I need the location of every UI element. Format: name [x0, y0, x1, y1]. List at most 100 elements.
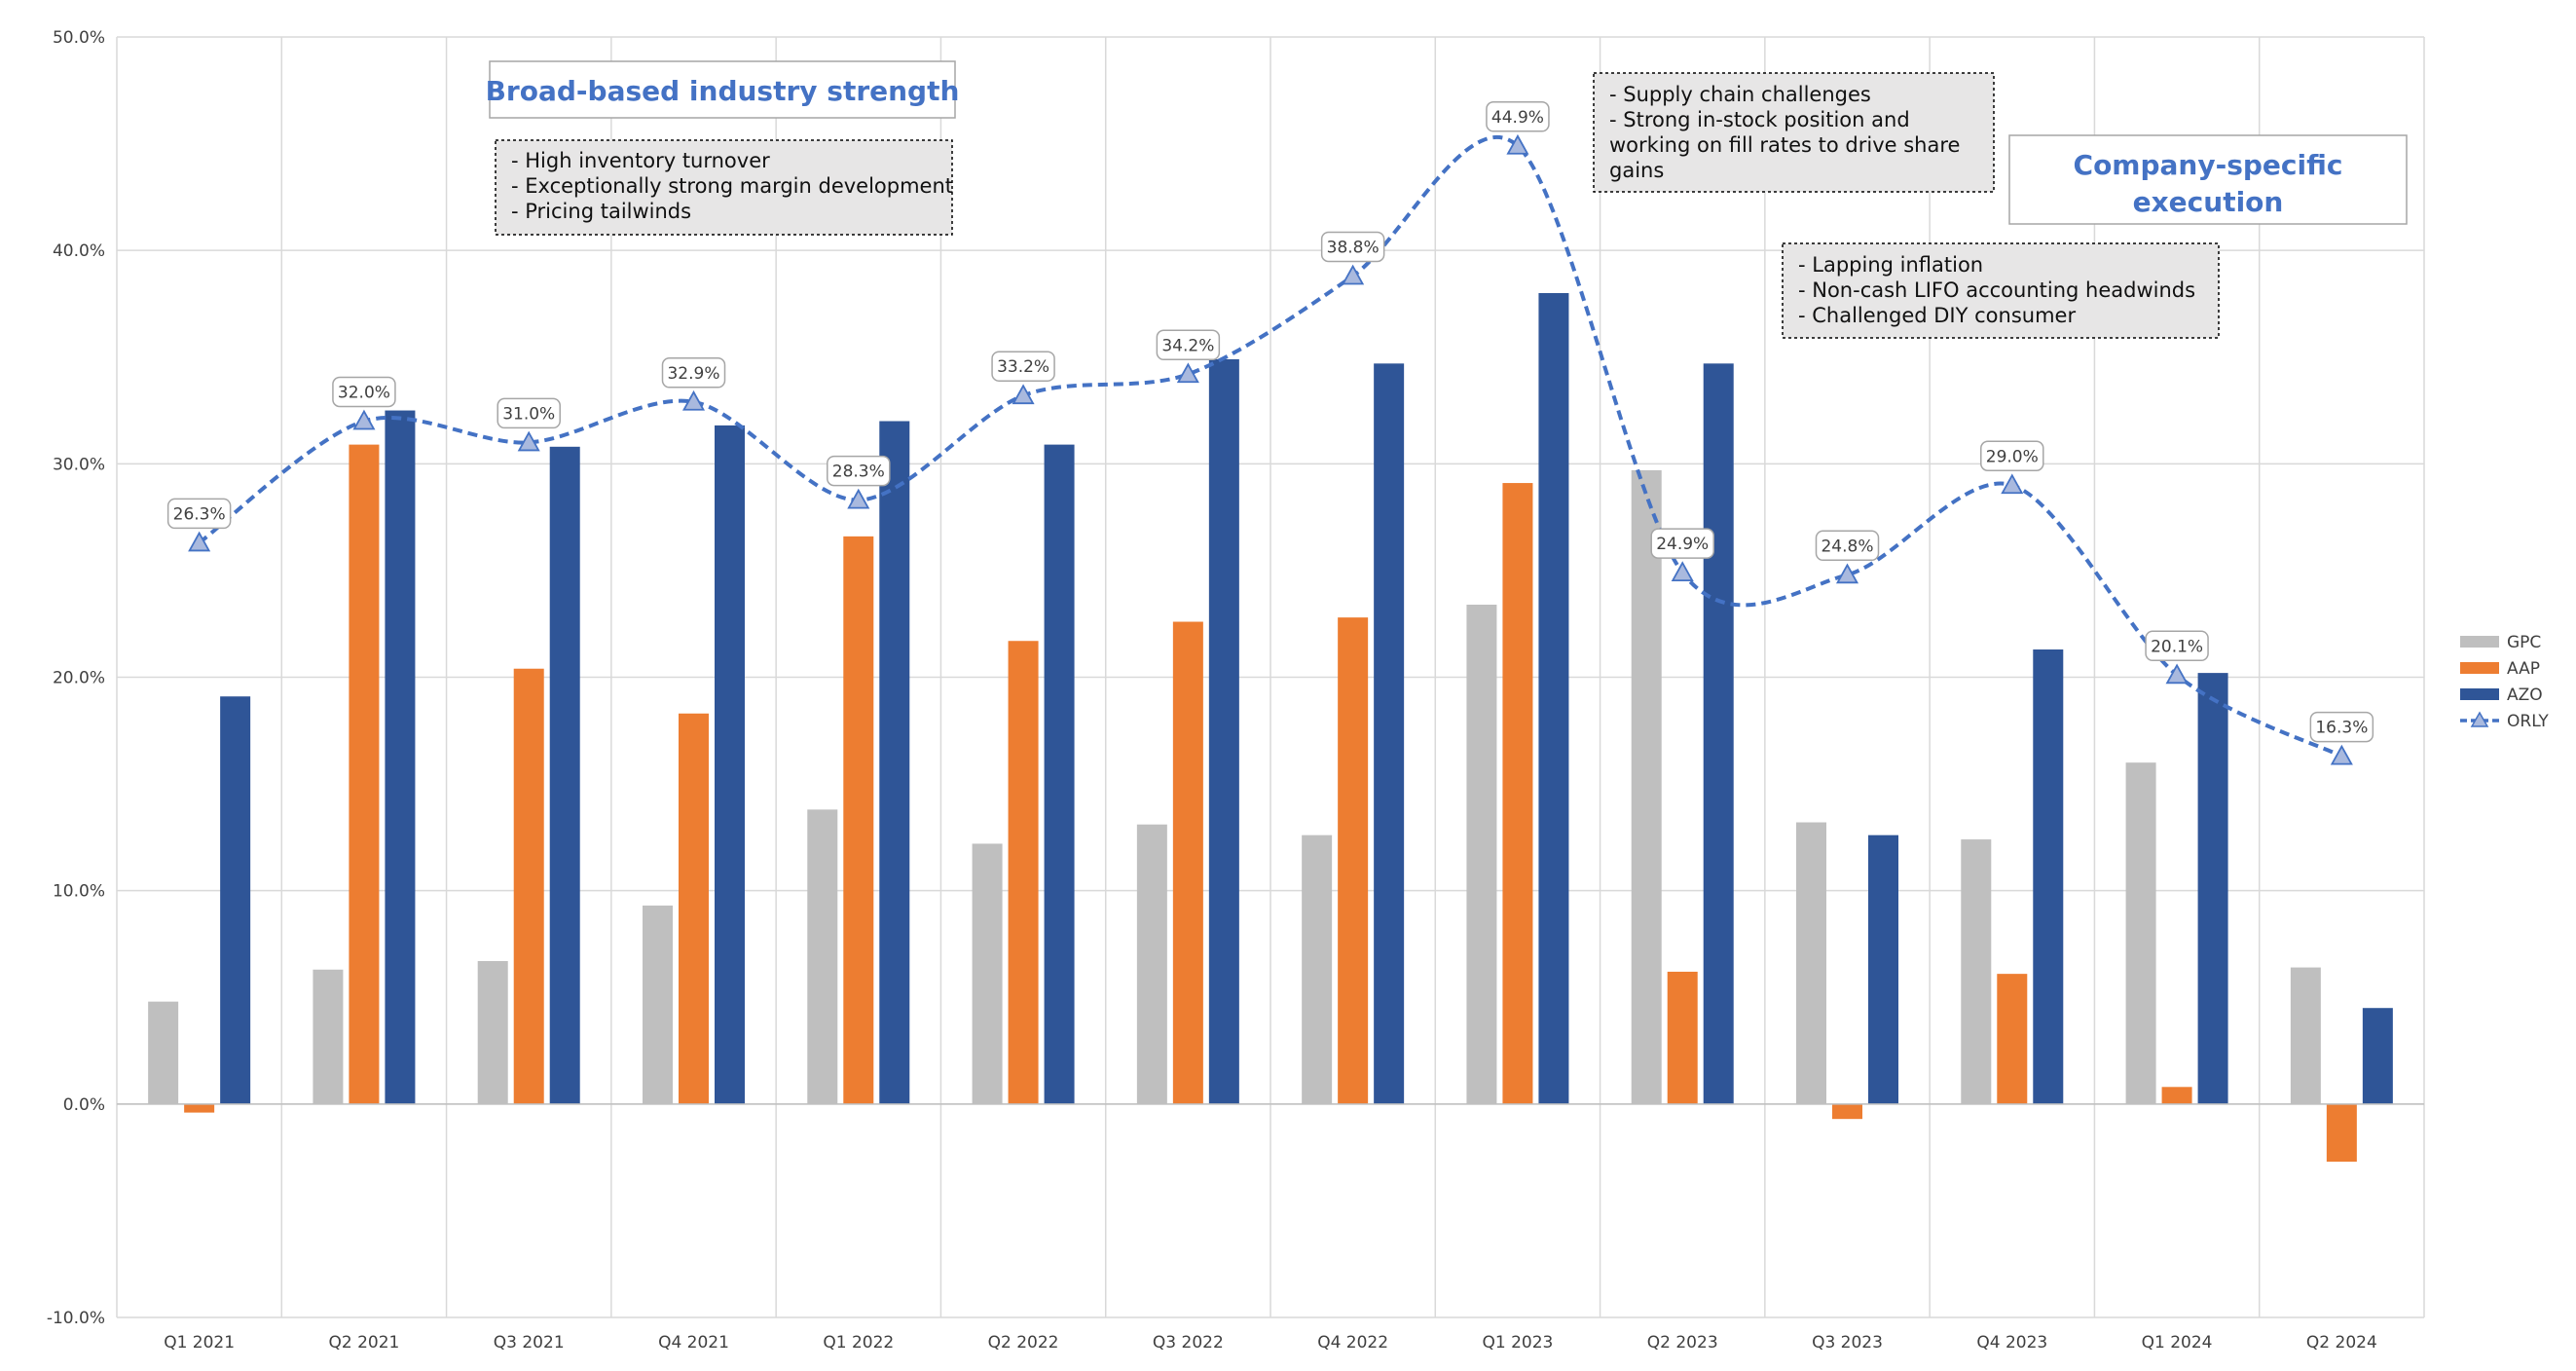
x-category-label: Q1 2024	[2142, 1333, 2213, 1352]
legend-swatch	[2460, 636, 2499, 648]
marker-orly	[681, 389, 706, 411]
data-label-box	[991, 351, 1055, 382]
annotation-title-line: execution	[2133, 186, 2284, 218]
legend-item-gpc: GPC	[2460, 633, 2541, 652]
annotation-supply-notes: - Supply chain challenges- Strong in-sto…	[1593, 72, 1995, 193]
data-label-orly: 24.8%	[1815, 530, 1880, 562]
bar-azo	[1868, 834, 1898, 1104]
bar-azo	[879, 421, 910, 1104]
data-label-value: 16.3%	[2315, 719, 2368, 738]
marker-orly	[2165, 663, 2189, 685]
annotation-layer: Broad-based industry strength - High inve…	[486, 60, 2408, 339]
data-label-value: 44.9%	[1491, 108, 1544, 128]
bar-azo	[2033, 649, 2064, 1104]
bar-aap	[349, 444, 380, 1104]
marker-orly	[188, 531, 211, 552]
annotation-note-box	[1782, 242, 2220, 339]
bar-aap	[1667, 971, 1698, 1104]
annotation-title-box	[489, 60, 956, 119]
annotation-note-line: - Pricing tailwinds	[511, 200, 691, 223]
y-tick-label: -10.0%	[47, 1309, 105, 1328]
data-label-value: 38.8%	[1327, 238, 1380, 257]
data-label-orly: 33.2%	[991, 351, 1055, 382]
data-label-box	[827, 455, 891, 487]
data-label-box	[332, 376, 396, 408]
x-category-label: Q3 2023	[1812, 1333, 1883, 1352]
bar-gpc	[1466, 604, 1497, 1104]
marker-orly	[352, 409, 376, 430]
x-category-label: Q1 2022	[823, 1333, 894, 1352]
bar-gpc	[1961, 839, 1992, 1104]
annotation-note-line: - Strong in-stock position and	[1609, 108, 1910, 131]
legend-swatch	[2460, 688, 2499, 700]
annotation-note-line: - Exceptionally strong margin developmen…	[511, 174, 953, 198]
legend-marker	[2470, 711, 2489, 727]
x-category-label: Q4 2022	[1317, 1333, 1388, 1352]
legend-item-azo: AZO	[2460, 686, 2543, 705]
data-label-orly: 26.3%	[166, 498, 232, 530]
bar-azo	[549, 446, 580, 1104]
data-label-value: 31.0%	[502, 404, 555, 424]
annotation-company: Company-specific execution	[2008, 134, 2408, 225]
bar-gpc	[1631, 469, 1662, 1104]
bar-aap	[513, 668, 544, 1104]
bar-azo	[1044, 444, 1075, 1104]
data-label-box	[1320, 231, 1385, 263]
data-label-value: 24.9%	[1656, 535, 1709, 554]
bar-gpc	[972, 843, 1003, 1104]
label-layer: 26.3% 32.0% 31.0% 32.9% 28.3% 33.2% 34.2% 38.8%…	[166, 101, 2374, 743]
marker-orly	[2330, 744, 2353, 765]
marker-orly	[1342, 264, 1365, 285]
bar-gpc	[2290, 967, 2321, 1104]
x-category-label: Q2 2021	[328, 1333, 399, 1352]
x-category-label: Q1 2021	[164, 1333, 235, 1352]
data-label-orly: 44.9%	[1486, 101, 1550, 132]
legend-label: ORLY	[2507, 712, 2549, 731]
data-label-box	[166, 498, 232, 530]
line-layer	[188, 133, 2353, 765]
bar-aap	[1338, 617, 1369, 1104]
data-label-orly: 38.8%	[1320, 231, 1385, 263]
bar-gpc	[1302, 834, 1333, 1104]
annotation-broad: Broad-based industry strength	[486, 60, 959, 119]
bar-aap	[843, 536, 874, 1104]
marker-orly	[847, 488, 870, 509]
legend-label: GPC	[2507, 633, 2541, 652]
legend-layer: GPC AAP AZO ORLY	[2460, 633, 2549, 731]
bar-gpc	[1136, 824, 1167, 1104]
annotation-note-line: gains	[1609, 159, 1664, 182]
data-label-value: 28.3%	[832, 463, 885, 482]
bar-gpc	[148, 1001, 179, 1104]
annotation-note-line: working on fill rates to drive share	[1609, 133, 1960, 157]
bar-gpc	[1796, 822, 1826, 1104]
data-label-box	[1980, 440, 2044, 471]
y-tick-label: 30.0%	[53, 455, 105, 474]
bar-azo	[1374, 363, 1405, 1104]
data-label-orly: 34.2%	[1156, 329, 1221, 361]
data-label-orly: 32.9%	[661, 357, 726, 389]
y-tick-label: 0.0%	[63, 1095, 105, 1115]
data-label-orly: 16.3%	[2309, 711, 2374, 743]
annotation-note-line: - Non-cash LIFO accounting headwinds	[1798, 278, 2195, 302]
data-label-box	[661, 357, 726, 389]
legend-swatch	[2460, 662, 2499, 674]
bar-gpc	[807, 809, 838, 1104]
annotation-note-line: - Supply chain challenges	[1609, 83, 1871, 106]
annotation-broad-notes: - High inventory turnover- Exceptionally…	[495, 139, 953, 236]
legend-label: AAP	[2507, 659, 2540, 679]
bar-aap	[2326, 1103, 2357, 1163]
annotation-note-line: - High inventory turnover	[511, 149, 770, 172]
bar-azo	[2197, 673, 2228, 1104]
annotation-note-box	[1593, 72, 1995, 193]
bar-azo	[1538, 293, 1569, 1104]
data-label-value: 20.1%	[2151, 637, 2203, 656]
annotation-title-line: Company-specific	[2074, 149, 2343, 181]
data-label-box	[2145, 630, 2209, 662]
legend-label: AZO	[2507, 686, 2543, 705]
bar-gpc	[477, 960, 508, 1104]
y-tick-label: 20.0%	[53, 669, 105, 688]
y-tick-label: 10.0%	[53, 882, 105, 902]
bar-azo	[1208, 358, 1239, 1104]
